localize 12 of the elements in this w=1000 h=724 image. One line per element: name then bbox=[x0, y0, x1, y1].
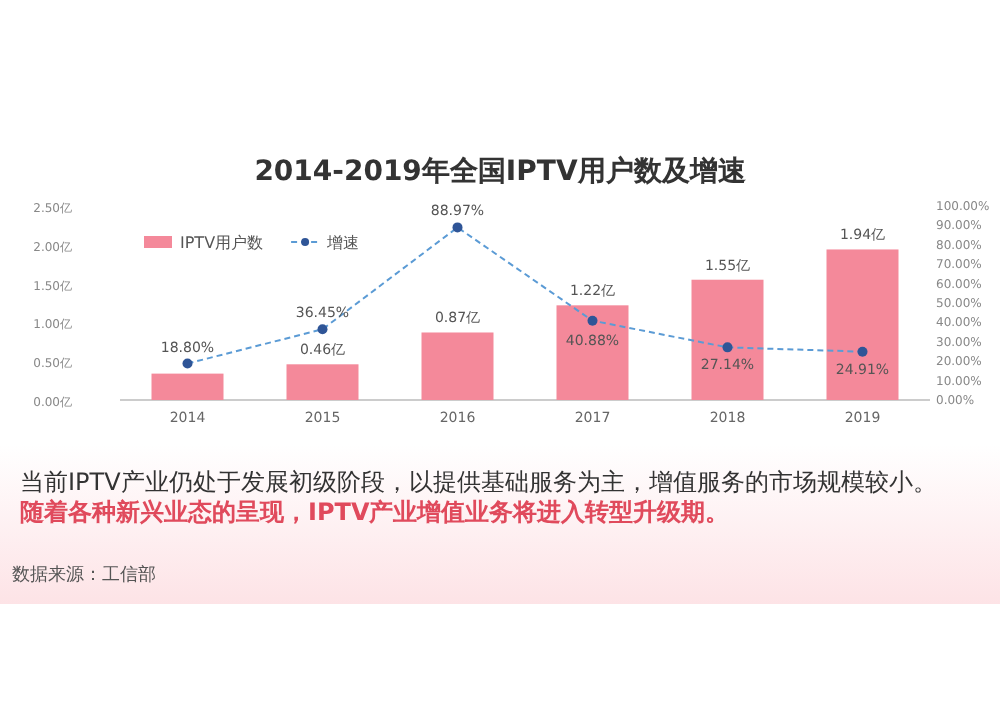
bar bbox=[826, 249, 899, 400]
source-note: 数据来源：工信部 bbox=[12, 563, 156, 588]
bar bbox=[286, 364, 359, 400]
bar bbox=[556, 305, 629, 400]
legend-label: 增速 bbox=[325, 234, 360, 252]
text: 当前IPTV产业仍处于发展初级阶段，以提供基础服务为主，增值服务的市场规模较小。 bbox=[20, 468, 937, 496]
chart-title: 2014-2019年全国IPTV用户数及增速 bbox=[254, 154, 748, 188]
bar bbox=[691, 279, 764, 400]
legend-label: IPTV用户数 bbox=[180, 234, 264, 252]
bar bbox=[421, 332, 494, 400]
text: 随着各种新兴业态的呈现，IPTV产业增值业务将进入转型升级期。 bbox=[20, 498, 730, 526]
bar bbox=[151, 373, 224, 400]
